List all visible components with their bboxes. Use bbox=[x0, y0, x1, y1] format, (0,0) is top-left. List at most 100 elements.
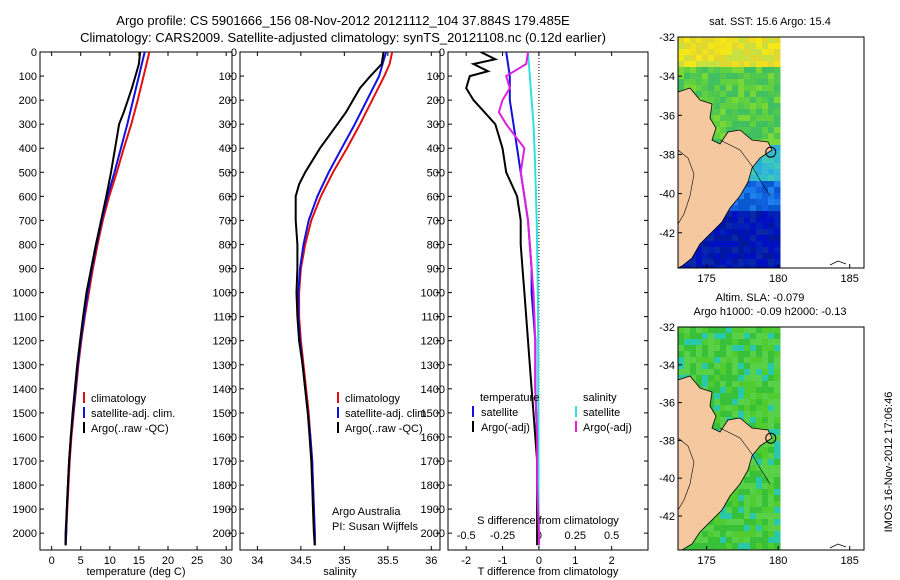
map-cell bbox=[720, 345, 727, 352]
map-cell bbox=[744, 381, 751, 388]
map-cell bbox=[720, 423, 727, 430]
title-line-2: Climatology: CARS2009. Satellite-adjuste… bbox=[80, 30, 606, 45]
map-cell bbox=[774, 345, 781, 352]
map-cell bbox=[744, 259, 751, 266]
map-cell bbox=[738, 363, 745, 370]
map-cell bbox=[768, 519, 775, 526]
map-cell bbox=[720, 55, 727, 62]
map-cell bbox=[714, 115, 721, 122]
map-cell bbox=[768, 205, 775, 212]
map-cell bbox=[750, 205, 757, 212]
map-cell bbox=[756, 453, 763, 460]
map-cell bbox=[768, 393, 775, 400]
map-cell bbox=[720, 375, 727, 382]
map-cell bbox=[732, 91, 739, 98]
map-cell bbox=[744, 61, 751, 68]
map-cell bbox=[726, 49, 733, 56]
map-cell bbox=[738, 247, 745, 254]
map-cell bbox=[774, 67, 781, 74]
sst-map-ticks: 175 180 185 -32 -34 -36 -38 -40 -42 bbox=[659, 32, 859, 285]
map-cell bbox=[756, 193, 763, 200]
map-cell bbox=[750, 49, 757, 56]
map-cell bbox=[768, 223, 775, 230]
map-cell bbox=[750, 199, 757, 206]
map-cell bbox=[708, 85, 715, 92]
map-cell bbox=[738, 507, 745, 514]
map-cell bbox=[714, 543, 721, 550]
map-cell bbox=[720, 369, 727, 376]
map-cell bbox=[750, 387, 757, 394]
map-cell bbox=[708, 357, 715, 364]
depth-tick-label: 200 bbox=[219, 95, 237, 107]
map-y-tick-label: -40 bbox=[659, 473, 675, 485]
map-cell bbox=[774, 199, 781, 206]
map-cell bbox=[756, 345, 763, 352]
map-cell bbox=[744, 369, 751, 376]
map-cell bbox=[720, 543, 727, 550]
map-cell bbox=[744, 103, 751, 110]
map-cell bbox=[720, 259, 727, 266]
legend-satellite: satellite-adj. clim. bbox=[91, 408, 175, 420]
map-cell bbox=[708, 55, 715, 62]
map-cell bbox=[750, 357, 757, 364]
salinity-legend: climatology satellite-adj. clim. Argo(..… bbox=[337, 392, 429, 435]
legend-sal-argo: Argo(-adj) bbox=[583, 422, 632, 434]
sst-map: 175 180 185 -32 -34 -36 -38 -40 -42 bbox=[659, 32, 865, 285]
map-cell bbox=[744, 339, 751, 346]
map-cell bbox=[768, 49, 775, 56]
map-cell bbox=[774, 259, 781, 266]
x-tick-label: 35.5 bbox=[377, 555, 398, 567]
map-cell bbox=[696, 351, 703, 358]
map-cell bbox=[696, 345, 703, 352]
map-cell bbox=[714, 61, 721, 68]
map-cell bbox=[726, 67, 733, 74]
map-cell bbox=[738, 85, 745, 92]
map-cell bbox=[774, 265, 781, 268]
map-cell bbox=[756, 211, 763, 218]
map-cell bbox=[738, 49, 745, 56]
map-cell bbox=[756, 339, 763, 346]
map-cell bbox=[684, 369, 691, 376]
map-cell bbox=[714, 73, 721, 80]
map-cell bbox=[756, 525, 763, 532]
map-cell bbox=[714, 85, 721, 92]
map-cell bbox=[738, 103, 745, 110]
map-cell bbox=[756, 91, 763, 98]
map-cell bbox=[708, 369, 715, 376]
map-cell bbox=[738, 235, 745, 242]
map-cell bbox=[720, 417, 727, 424]
map-cell bbox=[768, 483, 775, 490]
map-cell bbox=[738, 205, 745, 212]
depth-tick-label: 1700 bbox=[421, 456, 445, 468]
map-cell bbox=[714, 393, 721, 400]
map-cell bbox=[762, 235, 769, 242]
map-cell bbox=[762, 49, 769, 56]
map-cell bbox=[750, 79, 757, 86]
map-cell bbox=[720, 519, 727, 526]
map-cell bbox=[756, 357, 763, 364]
map-cell bbox=[678, 55, 685, 62]
map-cell bbox=[738, 381, 745, 388]
map-cell bbox=[720, 393, 727, 400]
map-cell bbox=[738, 531, 745, 538]
depth-tick-label: 0 bbox=[231, 47, 237, 59]
map-cell bbox=[714, 91, 721, 98]
map-cell bbox=[702, 259, 709, 266]
map-cell bbox=[726, 519, 733, 526]
map-cell bbox=[702, 351, 709, 358]
map-cell bbox=[720, 115, 727, 122]
depth-tick-label: 1500 bbox=[421, 408, 445, 420]
map-cell bbox=[720, 97, 727, 104]
map-cell bbox=[774, 453, 781, 460]
map-cell bbox=[762, 513, 769, 520]
map-cell bbox=[708, 381, 715, 388]
map-cell bbox=[756, 495, 763, 502]
map-cell bbox=[696, 79, 703, 86]
map-cell bbox=[708, 363, 715, 370]
map-cell bbox=[744, 543, 751, 550]
map-cell bbox=[756, 489, 763, 496]
map-cell bbox=[720, 411, 727, 418]
map-cell bbox=[750, 423, 757, 430]
map-x-tick-label: 180 bbox=[769, 273, 787, 285]
map-cell bbox=[690, 357, 697, 364]
